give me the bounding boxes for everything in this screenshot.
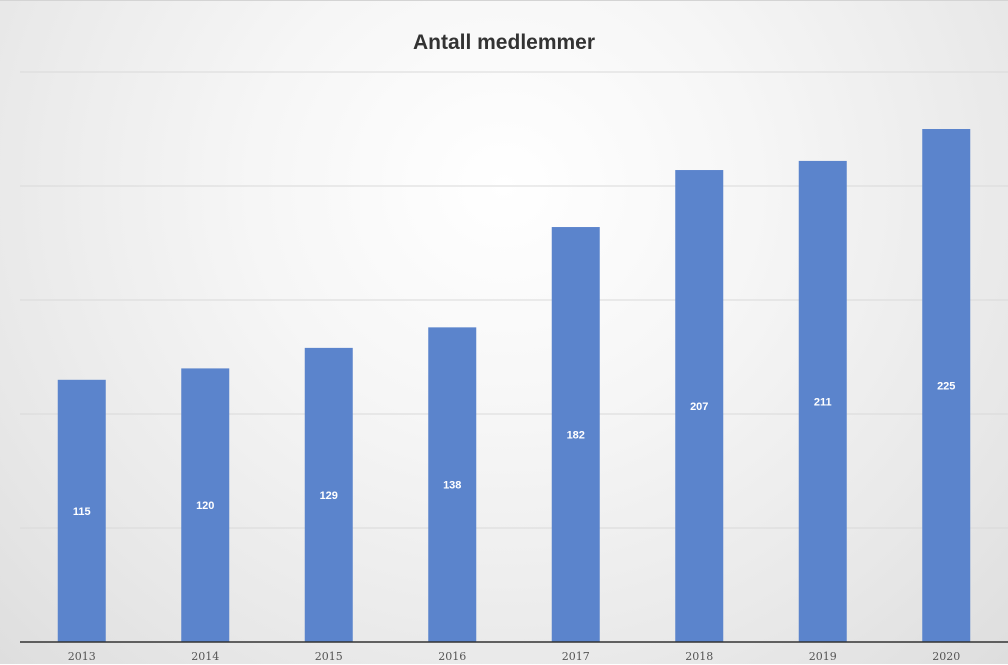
bar-2015 xyxy=(304,347,353,642)
data-label-2015: 129 xyxy=(320,490,338,502)
bar-2013 xyxy=(57,379,106,642)
bar-2017 xyxy=(551,227,600,643)
x-tick-label-2014: 2014 xyxy=(191,650,219,663)
data-label-2014: 120 xyxy=(196,500,214,512)
bar-2016 xyxy=(428,327,477,642)
data-label-2017: 182 xyxy=(567,430,585,442)
x-tick-label-2019: 2019 xyxy=(809,650,837,663)
data-label-2016: 138 xyxy=(443,480,461,492)
bar-2014 xyxy=(181,368,230,642)
bar-2018 xyxy=(675,170,724,643)
data-label-2019: 211 xyxy=(814,396,832,408)
bar-2020 xyxy=(922,129,971,642)
data-labels: 115 120 129 138 182 207 211 225 xyxy=(73,381,956,518)
x-tick-label-2018: 2018 xyxy=(685,650,713,663)
gridlines xyxy=(20,71,1008,529)
bar-2019 xyxy=(798,160,847,643)
data-label-2013: 115 xyxy=(73,506,91,518)
bars xyxy=(57,129,971,643)
x-tick-labels: 2013 2014 2015 2016 2017 2018 2019 2020 xyxy=(68,650,961,663)
data-label-2020: 225 xyxy=(937,381,955,393)
chart-title: Antall medlemmer xyxy=(412,31,596,54)
x-tick-label-2015: 2015 xyxy=(315,650,343,663)
data-label-2018: 207 xyxy=(690,401,708,413)
x-tick-label-2013: 2013 xyxy=(68,650,96,663)
x-tick-label-2020: 2020 xyxy=(932,650,960,663)
x-tick-label-2016: 2016 xyxy=(438,650,466,663)
x-tick-label-2017: 2017 xyxy=(562,650,590,663)
